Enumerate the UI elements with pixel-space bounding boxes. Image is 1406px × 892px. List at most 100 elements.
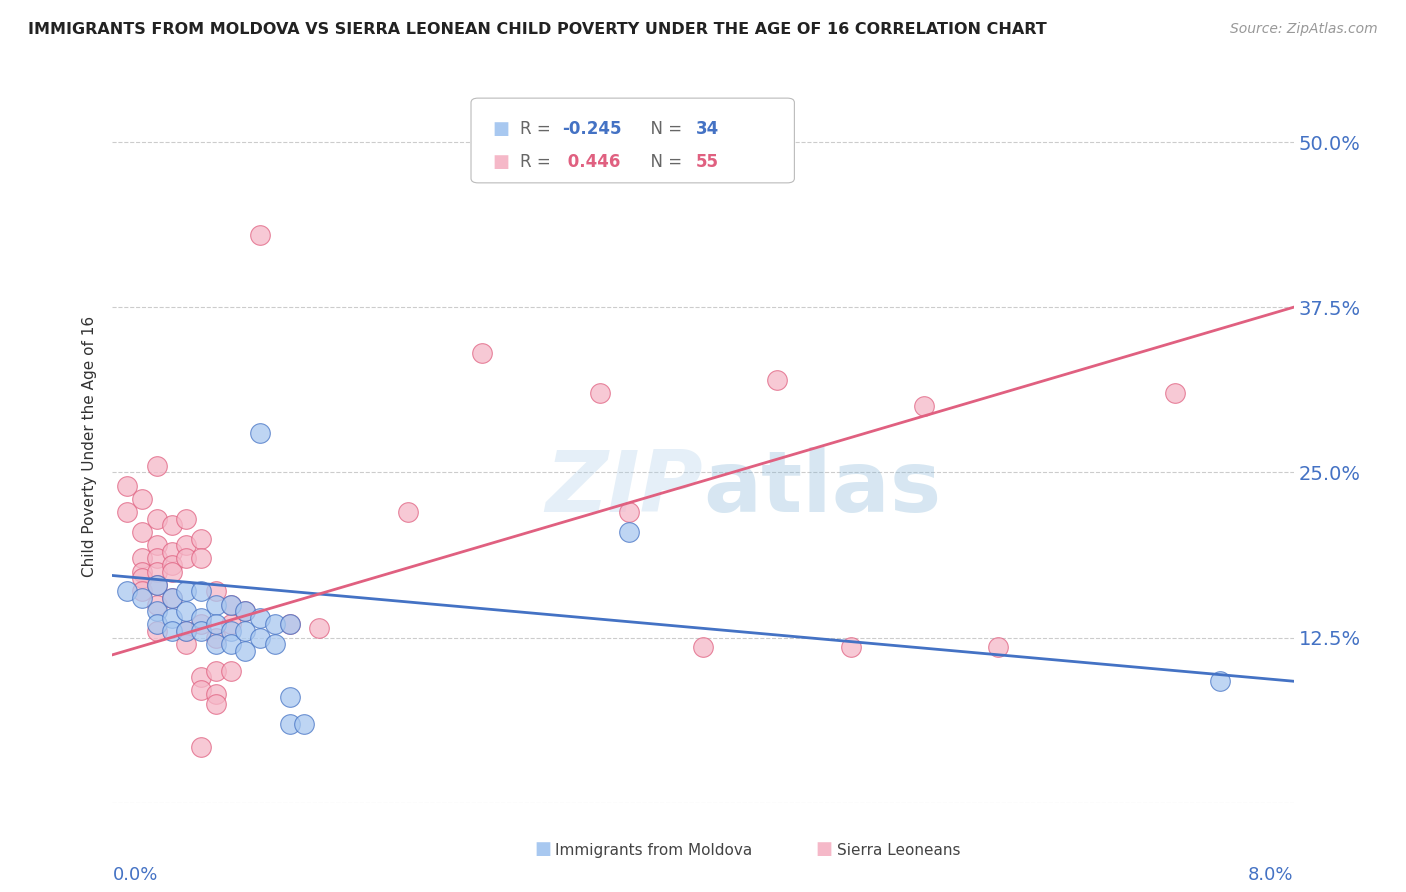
Point — [264, 617, 287, 632]
Point — [987, 640, 1010, 654]
Point — [249, 611, 271, 625]
Point — [174, 624, 197, 638]
Point — [160, 558, 183, 572]
Point — [190, 551, 212, 566]
Point — [396, 505, 419, 519]
Point — [205, 631, 228, 645]
Point — [146, 538, 169, 552]
Point — [619, 505, 641, 519]
Point — [146, 565, 169, 579]
Point — [174, 584, 197, 599]
Point — [131, 565, 153, 579]
Point — [160, 545, 183, 559]
Point — [219, 664, 242, 678]
Point — [692, 640, 714, 654]
Point — [174, 511, 197, 525]
Point — [131, 524, 153, 539]
Text: -0.245: -0.245 — [562, 120, 621, 138]
Point — [292, 716, 315, 731]
Point — [308, 621, 330, 635]
Point — [588, 386, 610, 401]
Text: 0.446: 0.446 — [562, 153, 621, 171]
Point — [264, 637, 287, 651]
Y-axis label: Child Poverty Under the Age of 16: Child Poverty Under the Age of 16 — [82, 316, 97, 576]
Point — [174, 538, 197, 552]
Point — [131, 491, 153, 506]
Point — [619, 524, 641, 539]
Point — [190, 670, 212, 684]
Point — [278, 617, 301, 632]
Point — [190, 532, 212, 546]
Point — [190, 683, 212, 698]
Text: 8.0%: 8.0% — [1249, 866, 1294, 884]
Point — [278, 617, 301, 632]
Point — [1164, 386, 1187, 401]
Point — [146, 604, 169, 618]
Text: R =: R = — [520, 153, 557, 171]
Text: Immigrants from Moldova: Immigrants from Moldova — [555, 843, 752, 858]
Point — [131, 551, 153, 566]
Point — [219, 598, 242, 612]
Text: R =: R = — [520, 120, 557, 138]
Point — [160, 591, 183, 605]
Point — [233, 644, 256, 658]
Point — [174, 551, 197, 566]
Text: Sierra Leoneans: Sierra Leoneans — [837, 843, 960, 858]
Point — [117, 505, 138, 519]
Text: Source: ZipAtlas.com: Source: ZipAtlas.com — [1230, 22, 1378, 37]
Point — [146, 624, 169, 638]
Point — [174, 624, 197, 638]
Point — [190, 584, 212, 599]
Text: ■: ■ — [815, 840, 832, 858]
Point — [1208, 674, 1232, 689]
Point — [160, 591, 183, 605]
Text: ■: ■ — [492, 153, 509, 171]
Point — [131, 591, 153, 605]
Point — [219, 637, 242, 651]
Point — [205, 697, 228, 711]
Text: ■: ■ — [534, 840, 551, 858]
Point — [205, 637, 228, 651]
Point — [160, 518, 183, 533]
Text: IMMIGRANTS FROM MOLDOVA VS SIERRA LEONEAN CHILD POVERTY UNDER THE AGE OF 16 CORR: IMMIGRANTS FROM MOLDOVA VS SIERRA LEONEA… — [28, 22, 1047, 37]
Point — [174, 637, 197, 651]
Point — [146, 598, 169, 612]
Point — [146, 578, 169, 592]
Point — [160, 611, 183, 625]
Point — [233, 604, 256, 618]
Point — [205, 617, 228, 632]
Point — [117, 584, 138, 599]
Point — [205, 664, 228, 678]
Point — [914, 400, 936, 414]
Point — [146, 578, 169, 592]
Point — [205, 598, 228, 612]
Point — [219, 617, 242, 632]
Point — [190, 611, 212, 625]
Text: N =: N = — [640, 153, 688, 171]
Point — [205, 688, 228, 702]
Point — [146, 617, 169, 632]
Text: 55: 55 — [696, 153, 718, 171]
Text: atlas: atlas — [703, 447, 941, 531]
Point — [471, 346, 494, 360]
Point — [146, 551, 169, 566]
Point — [190, 740, 212, 755]
Text: N =: N = — [640, 120, 688, 138]
Point — [219, 624, 242, 638]
Point — [205, 584, 228, 599]
Point — [249, 631, 271, 645]
Point — [190, 617, 212, 632]
Point — [278, 716, 301, 731]
Point — [233, 624, 256, 638]
Point — [839, 640, 862, 654]
Text: ZIP: ZIP — [546, 447, 703, 531]
Point — [233, 604, 256, 618]
Point — [249, 425, 271, 440]
Point — [190, 624, 212, 638]
Text: ■: ■ — [492, 120, 509, 138]
Point — [160, 565, 183, 579]
Point — [174, 604, 197, 618]
Point — [278, 690, 301, 704]
Point — [160, 624, 183, 638]
Text: 34: 34 — [696, 120, 720, 138]
